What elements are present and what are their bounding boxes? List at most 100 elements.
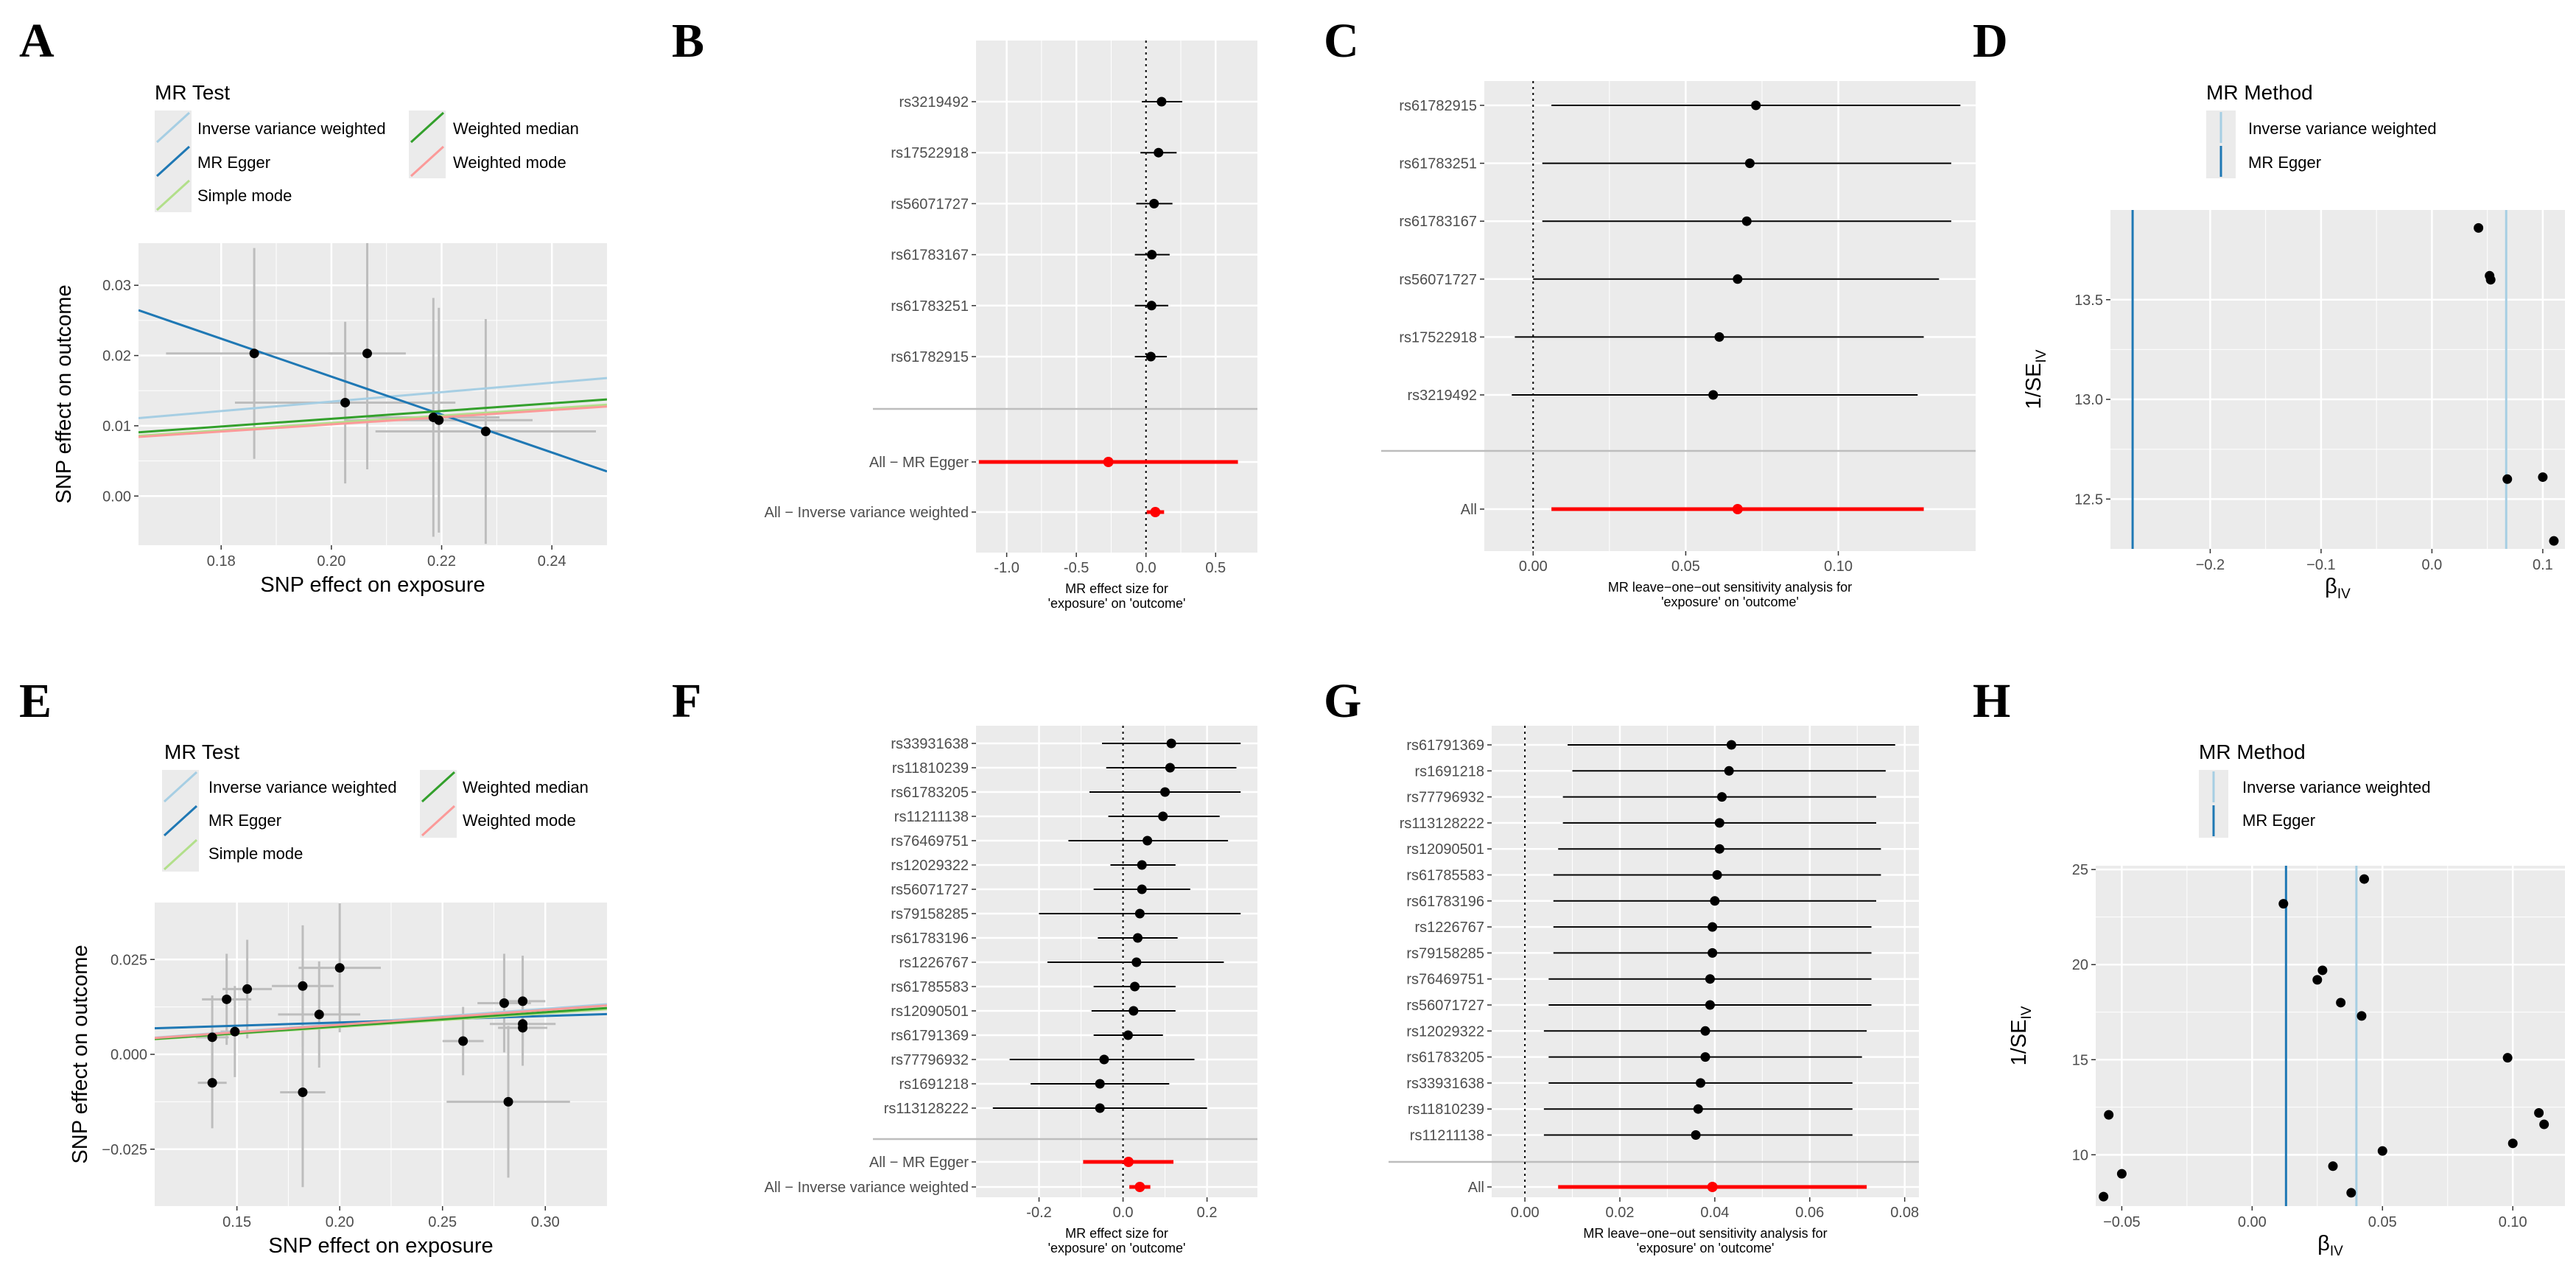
- y-tick-label: 12.5: [2074, 491, 2103, 508]
- snp-estimate: [1143, 836, 1153, 846]
- x-tick-label: 0.25: [428, 1214, 457, 1230]
- regression-line-wmode: [138, 405, 607, 438]
- snp-label: rs61783167: [1399, 214, 1477, 230]
- data-point: [2485, 275, 2496, 285]
- x-axis-label: βIV: [2325, 575, 2351, 602]
- data-point: [298, 1087, 308, 1097]
- panel-label-e: E: [19, 674, 52, 728]
- legend-a: MR Test Inverse variance weighted MR Egg…: [155, 81, 579, 212]
- snp-label: rs3219492: [1407, 388, 1477, 404]
- x-tick-label: 0.05: [1671, 558, 1700, 575]
- legend-item-ivw: Inverse variance weighted: [2242, 778, 2431, 796]
- snp-label: rs61783167: [891, 248, 969, 264]
- snp-estimate: [1700, 1052, 1710, 1062]
- snp-estimate: [1157, 97, 1167, 107]
- snp-label: rs12090501: [891, 1003, 969, 1020]
- snp-estimate: [1724, 766, 1734, 776]
- y-tick-label: 0.00: [102, 488, 131, 505]
- data-point: [2278, 899, 2289, 909]
- data-point: [480, 427, 491, 437]
- summary-estimate: [1103, 457, 1114, 467]
- x-tick-label: 0.04: [1700, 1205, 1729, 1221]
- snp-estimate: [1744, 158, 1755, 169]
- snp-label: rs3219492: [899, 94, 969, 111]
- snp-label: rs61785583: [1406, 868, 1484, 884]
- snp-label: rs12029322: [891, 858, 969, 874]
- snp-estimate: [1099, 1054, 1109, 1065]
- data-point: [249, 348, 259, 359]
- snp-label: rs11810239: [1408, 1101, 1484, 1118]
- snp-estimate: [1146, 301, 1157, 311]
- x-tick-label: −0.1: [2306, 557, 2335, 573]
- snp-estimate: [1095, 1103, 1105, 1113]
- summary-estimate: [1707, 1182, 1718, 1192]
- data-point: [2317, 965, 2328, 975]
- x-axis-label: MR effect size for'exposure' on 'outcome…: [1048, 1226, 1186, 1255]
- snp-label: rs1226767: [1414, 920, 1484, 936]
- snp-label: rs56071727: [1406, 998, 1484, 1014]
- y-tick-label: 13.0: [2074, 392, 2103, 408]
- snp-estimate: [1708, 922, 1718, 932]
- snp-label: rs113128222: [1400, 816, 1484, 832]
- snp-label: rs12090501: [1406, 841, 1484, 858]
- data-point: [2099, 1191, 2109, 1202]
- forest-plot-b: -1.0 -0.5 0.0 0.5 rs3219492 rs17522918 rs56071…: [765, 41, 1257, 611]
- snp-label: rs79158285: [891, 906, 969, 922]
- legend-d: MR Method Inverse variance weighted MR E…: [2206, 81, 2437, 178]
- snp-estimate: [1693, 1104, 1703, 1114]
- data-point: [2312, 975, 2323, 985]
- data-point: [2104, 1110, 2114, 1120]
- regression-line-egger: [138, 309, 607, 473]
- forest-plot-f: -0.2 0.0 0.2 rs33931638 rs11810239 rs61783205…: [765, 726, 1257, 1255]
- snp-estimate: [1130, 981, 1140, 992]
- snp-label: rs61782915: [891, 349, 969, 365]
- data-point: [242, 984, 253, 994]
- data-point: [362, 348, 373, 359]
- snp-label: rs77796932: [1406, 790, 1484, 806]
- snp-label: rs61785583: [891, 979, 969, 995]
- snp-label: rs61783196: [891, 931, 969, 947]
- x-axis-label: MR leave−one−out sensitivity analysis fo…: [1608, 580, 1852, 609]
- x-tick-label: -1.0: [994, 560, 1019, 576]
- snp-estimate: [1714, 332, 1724, 342]
- data-point: [518, 996, 528, 1006]
- x-axis-label: βIV: [2317, 1232, 2343, 1259]
- snp-estimate: [1751, 100, 1761, 111]
- snp-label: rs17522918: [1399, 329, 1477, 346]
- y-tick-label: 15: [2072, 1052, 2088, 1068]
- x-axis-label: MR effect size for'exposure' on 'outcome…: [1048, 581, 1186, 611]
- data-point: [434, 415, 444, 425]
- y-tick-label: 0.03: [102, 278, 131, 294]
- snp-estimate: [1165, 763, 1175, 773]
- data-point: [2328, 1161, 2338, 1171]
- data-point: [2538, 472, 2548, 483]
- snp-estimate: [1137, 860, 1147, 870]
- snp-estimate: [1166, 738, 1176, 749]
- snp-estimate: [1129, 1006, 1139, 1016]
- y-tick-label: 10: [2072, 1147, 2088, 1163]
- data-point: [207, 1078, 217, 1088]
- data-point: [2356, 1011, 2367, 1021]
- regression-line-wmedian: [155, 1006, 607, 1040]
- x-tick-label: 0.02: [1606, 1205, 1635, 1221]
- snp-label: rs12029322: [1406, 1023, 1484, 1040]
- snp-label: rs56071727: [891, 196, 969, 212]
- snp-label: rs33931638: [1406, 1076, 1484, 1092]
- data-point: [2377, 1146, 2387, 1156]
- snp-estimate: [1717, 792, 1727, 802]
- snp-estimate: [1691, 1130, 1701, 1140]
- y-tick-label: 0.025: [110, 952, 147, 968]
- snp-label: rs1691218: [899, 1076, 969, 1093]
- x-axis-label: SNP effect on exposure: [268, 1234, 493, 1258]
- x-tick-label: 0.30: [531, 1214, 560, 1230]
- snp-label: rs113128222: [884, 1101, 969, 1117]
- legend-item-egger: MR Egger: [2242, 811, 2315, 830]
- legend-item-wmode: Weighted mode: [453, 153, 566, 172]
- data-point: [340, 397, 351, 407]
- data-point: [499, 998, 509, 1008]
- snp-label: rs56071727: [1399, 272, 1477, 288]
- panel-label-c: C: [1324, 14, 1359, 68]
- x-tick-label: 0.1: [2533, 557, 2553, 573]
- regression-line-simple: [138, 403, 607, 437]
